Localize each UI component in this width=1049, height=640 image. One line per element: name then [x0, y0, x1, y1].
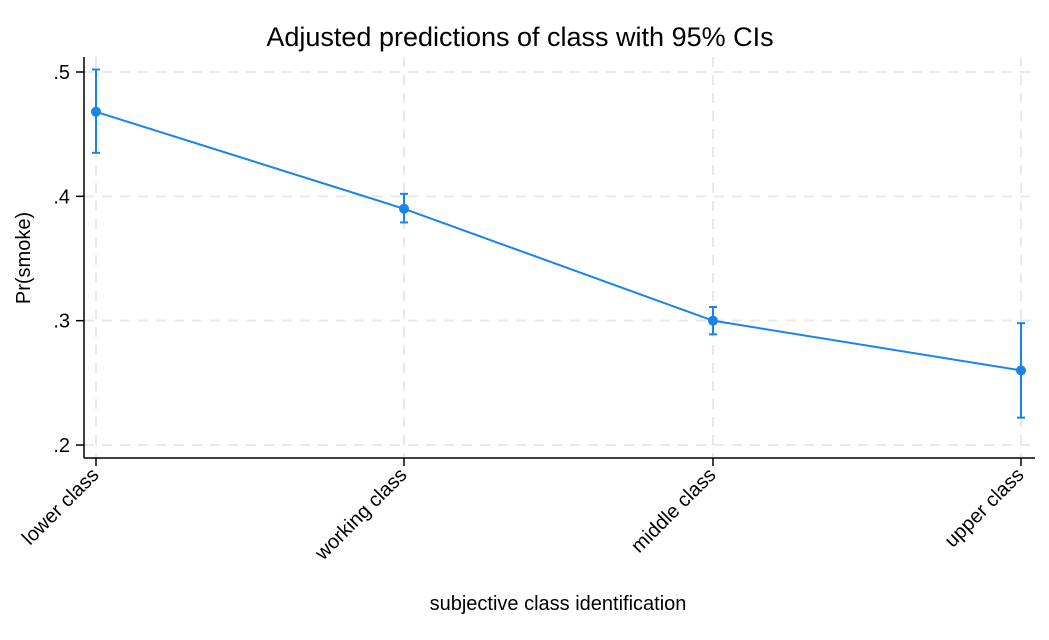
- grid-layer: [84, 57, 1035, 458]
- data-point: [1016, 365, 1026, 376]
- x-tick-label: lower class: [18, 464, 104, 550]
- axes-layer: [76, 57, 1035, 466]
- x-tick-label: working class: [310, 464, 411, 565]
- chart-title: Adjusted predictions of class with 95% C…: [266, 22, 773, 52]
- y-axis-title: Pr(smoke): [13, 212, 35, 304]
- x-tick-label: middle class: [627, 464, 720, 557]
- y-tick-label: .5: [53, 62, 70, 84]
- series-layer: [91, 68, 1026, 419]
- data-point: [708, 315, 718, 326]
- x-axis-title: subjective class identification: [430, 593, 687, 615]
- series-line: [95, 110, 1022, 372]
- data-point: [399, 203, 409, 214]
- x-tick-label: upper class: [941, 464, 1029, 552]
- y-tick-label: .4: [53, 186, 70, 208]
- labels-layer: .2 .3 .4 .5 lower class working class middle c…: [18, 62, 1029, 565]
- y-tick-label: .3: [53, 311, 70, 333]
- y-tick-label: .2: [53, 435, 70, 457]
- data-point: [91, 106, 101, 117]
